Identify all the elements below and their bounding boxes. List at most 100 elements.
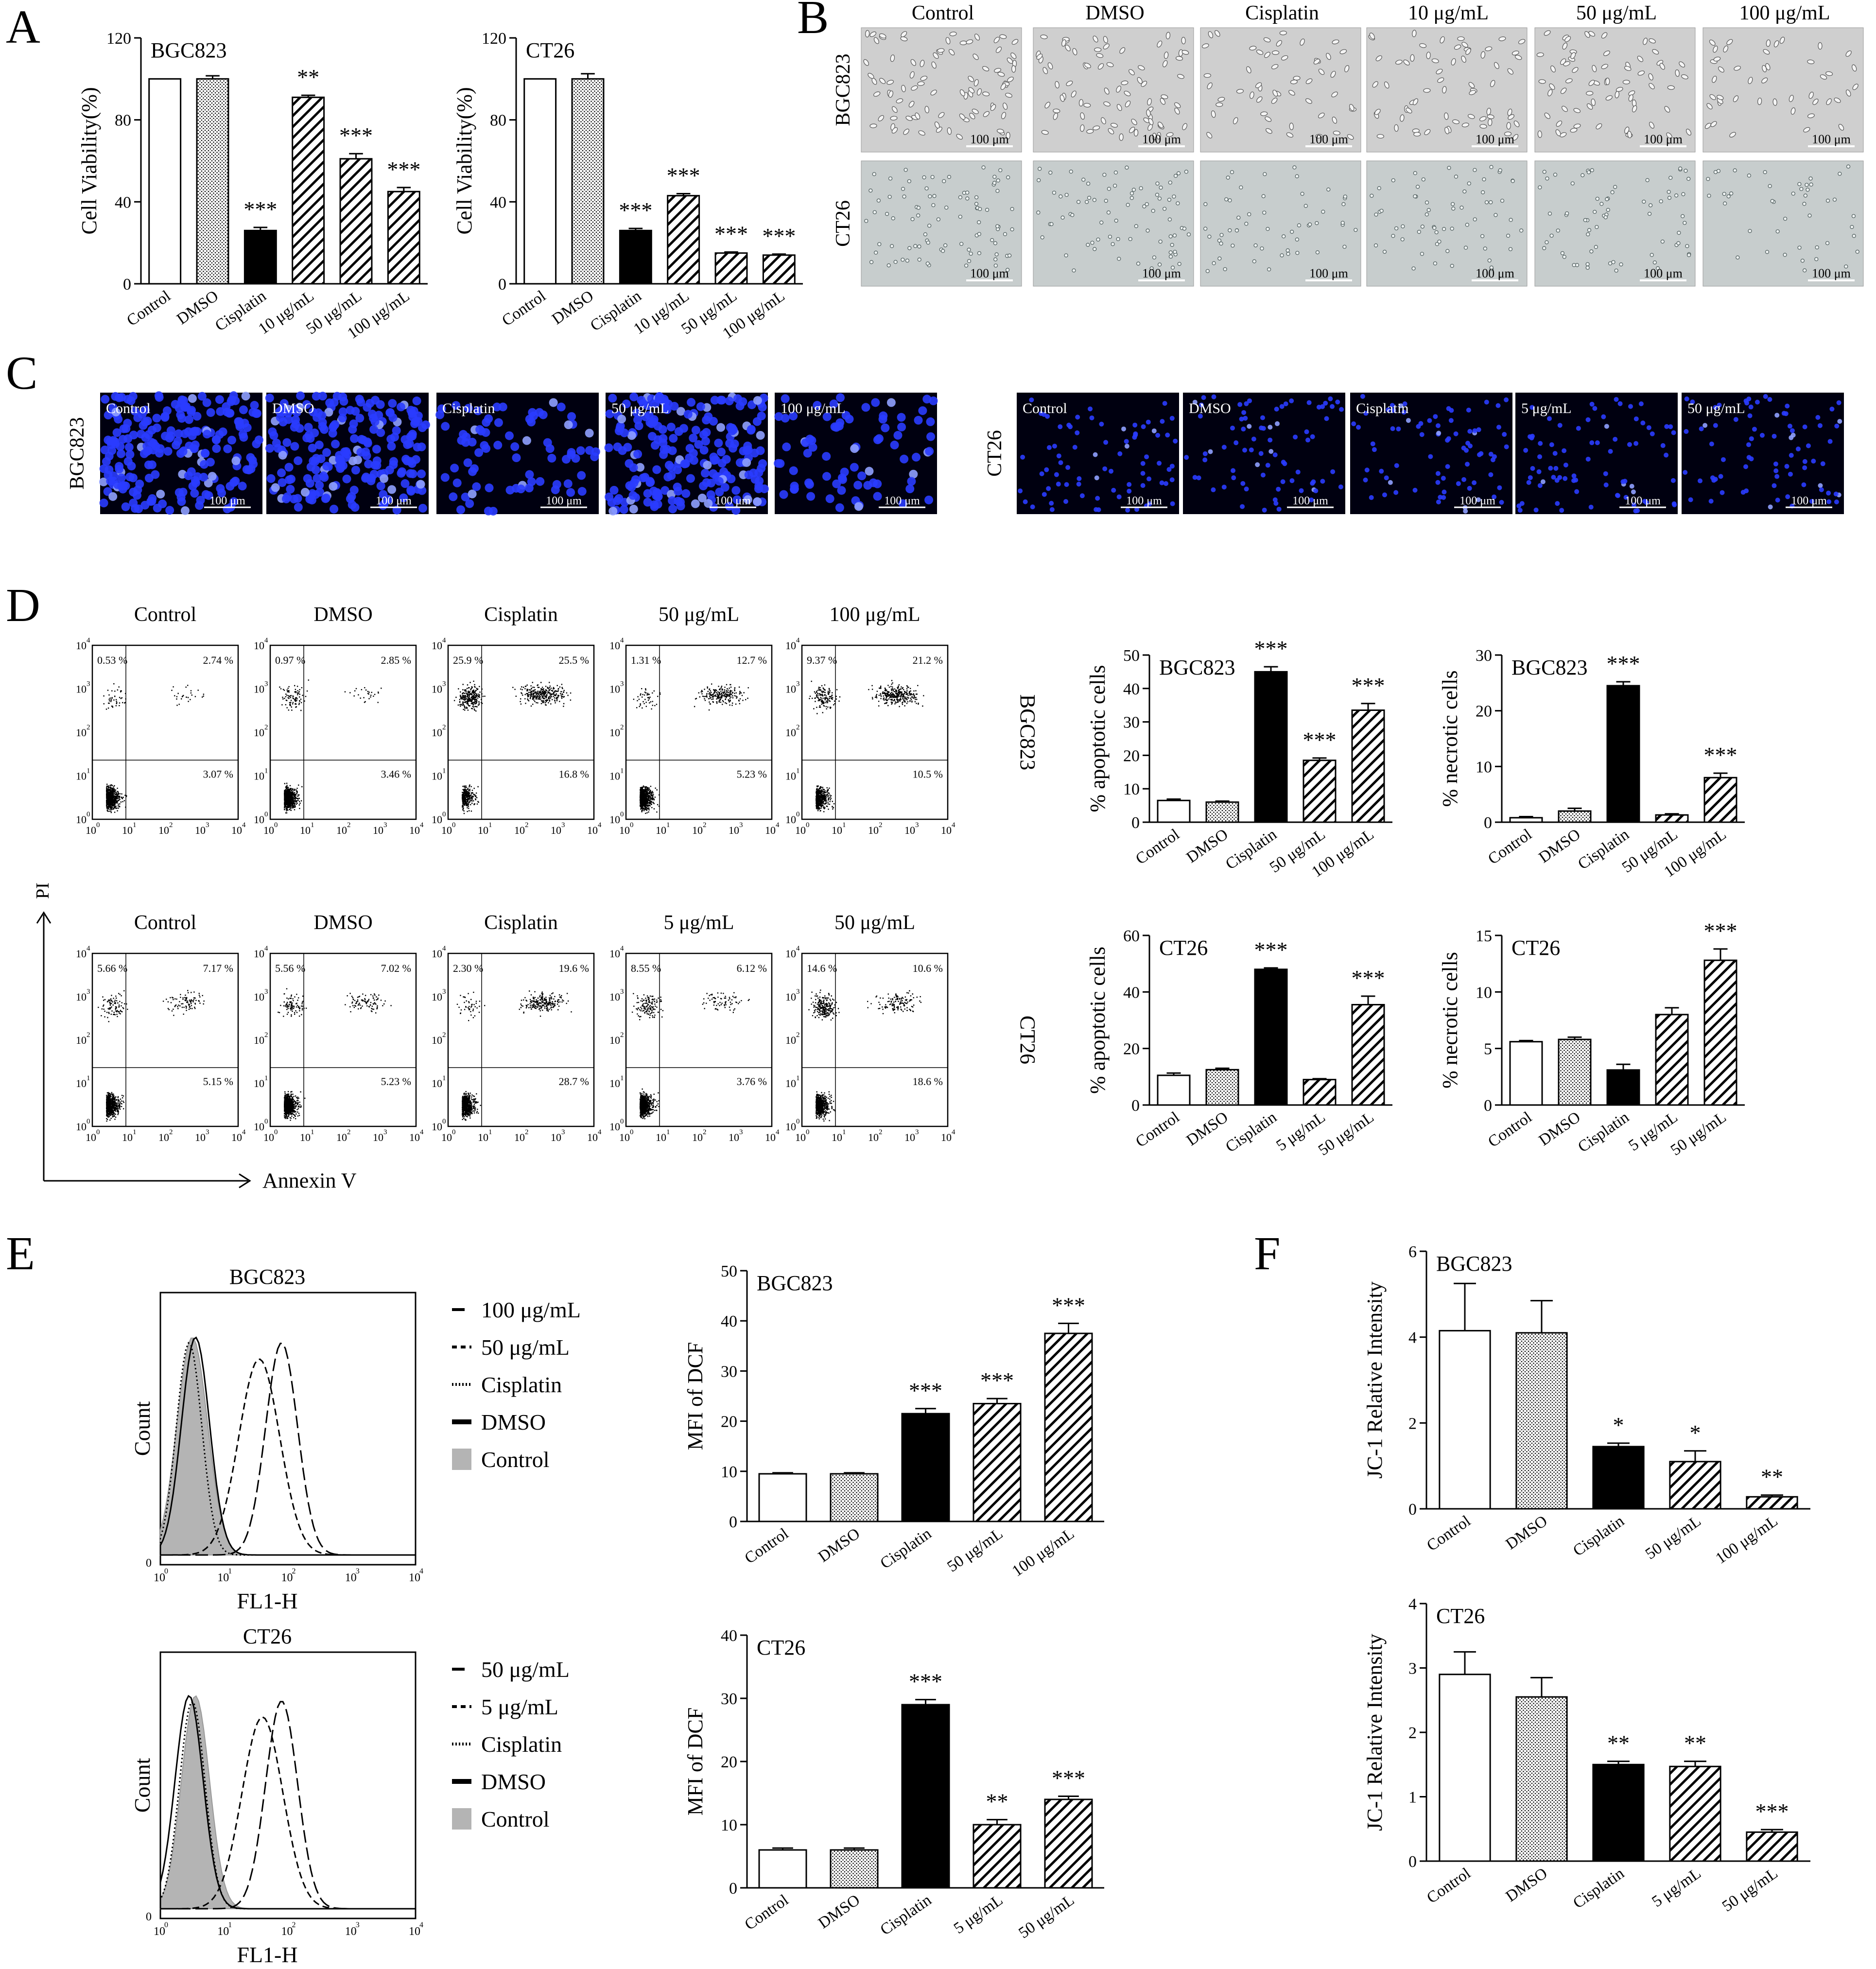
cell-shape — [1593, 209, 1597, 214]
cell-shape — [920, 75, 928, 81]
nucleus — [619, 505, 628, 514]
nucleus — [696, 402, 705, 411]
cell-shape — [879, 33, 886, 39]
bar — [667, 195, 700, 285]
cell-shape — [1176, 171, 1181, 175]
cell-shape — [1104, 199, 1108, 203]
micrograph-image — [1534, 160, 1696, 287]
cell-shape — [1010, 227, 1014, 232]
cell-shape — [993, 36, 1000, 43]
nucleus — [1289, 478, 1295, 484]
nucleus — [590, 452, 599, 462]
cell-shape — [1681, 74, 1688, 80]
histogram-x-label: FL1-H — [237, 1589, 297, 1613]
micrograph-image — [1033, 160, 1194, 287]
nucleus — [130, 407, 139, 416]
y-tick-label: 10 — [609, 813, 620, 826]
nucleus — [172, 440, 181, 449]
bar — [1655, 1014, 1689, 1106]
y-tick-exponent: 2 — [796, 1031, 800, 1039]
nucleus — [853, 481, 863, 490]
nucleus — [512, 453, 521, 463]
cell-shape — [1518, 39, 1526, 44]
y-tick-label: 10 — [609, 639, 620, 652]
scale-bar-label: 100 μm — [1459, 495, 1495, 507]
cell-shape — [903, 168, 908, 172]
cell-shape — [1511, 179, 1515, 183]
nucleus — [309, 407, 318, 416]
cell-shape — [1332, 117, 1338, 124]
nucleus — [1244, 401, 1249, 406]
y-tick-exponent: 4 — [796, 945, 800, 952]
cell-shape — [1649, 83, 1655, 89]
nucleus — [1056, 453, 1061, 459]
x-tick-label: 10 — [122, 1131, 133, 1143]
nucleus — [1768, 504, 1773, 510]
cell-shape — [1834, 97, 1841, 103]
significance-mark: ** — [297, 65, 319, 89]
nucleus — [710, 396, 719, 405]
cell-shape — [1382, 250, 1387, 254]
nucleus — [1170, 501, 1175, 506]
y-tick-exponent: 2 — [87, 1031, 90, 1039]
cell-shape — [1462, 189, 1467, 194]
cell-shape — [1233, 117, 1238, 124]
cell-shape — [1126, 203, 1130, 207]
nucleus — [1030, 504, 1035, 510]
nucleus — [669, 434, 678, 443]
nucleus — [1276, 486, 1281, 492]
cell-shape — [890, 244, 894, 248]
cell-shape — [1498, 36, 1506, 41]
nucleus — [1743, 464, 1749, 469]
bar — [1509, 1041, 1543, 1106]
nucleus — [1497, 485, 1502, 490]
low-dose-histogram — [160, 1358, 416, 1556]
scale-bar-label: 100 μm — [970, 266, 1009, 280]
x-tick-label: 10 — [122, 824, 133, 836]
cell-shape — [1736, 255, 1740, 259]
cell-shape — [1285, 248, 1290, 253]
cell-shape — [1435, 242, 1439, 246]
y-tick-exponent: 1 — [264, 767, 268, 775]
y-tick-exponent: 0 — [264, 1118, 268, 1125]
x-tick-label: Control — [1485, 826, 1535, 868]
cell-shape — [1141, 81, 1147, 87]
nucleus — [1783, 411, 1789, 416]
quadrant-upper-left-value: 1.31 % — [631, 654, 661, 666]
cell-shape — [1271, 97, 1278, 104]
y-tick-label: 10 — [76, 813, 87, 826]
y-tick-label: 10 — [785, 683, 796, 695]
y-tick-label: 10 — [609, 948, 620, 960]
cell-shape — [1538, 185, 1542, 190]
cell-shape — [1542, 246, 1546, 250]
x-tick-label: 10 — [441, 1131, 452, 1143]
nucleus — [552, 480, 561, 489]
y-tick-exponent: 3 — [796, 680, 800, 688]
high-dose-histogram — [160, 1343, 416, 1556]
nucleus — [1526, 480, 1531, 485]
cell-shape — [917, 258, 921, 262]
nucleus — [464, 404, 473, 413]
cell-shape — [1564, 36, 1571, 42]
nucleus — [564, 420, 573, 430]
x-tick-label: 10 — [409, 1925, 420, 1938]
nucleus — [716, 423, 726, 432]
micrograph-CT26-2: 100 μm — [1200, 160, 1361, 287]
event-dots — [808, 989, 921, 1122]
nucleus — [421, 420, 430, 430]
nucleus — [527, 477, 536, 486]
cell-shape — [1223, 267, 1227, 272]
nucleus — [405, 439, 414, 449]
fluor-condition-label: 50 μg/mL — [611, 400, 669, 416]
y-tick-label: 60 — [1123, 927, 1140, 945]
micrograph-BGC823-3: 100 μm — [1366, 27, 1528, 153]
y-tick-exponent: 0 — [442, 811, 446, 818]
cell-shape — [1158, 240, 1163, 244]
nucleus — [1155, 432, 1161, 438]
cell-shape — [1681, 192, 1685, 196]
nucleus — [202, 398, 211, 407]
nucleus — [1310, 434, 1315, 439]
